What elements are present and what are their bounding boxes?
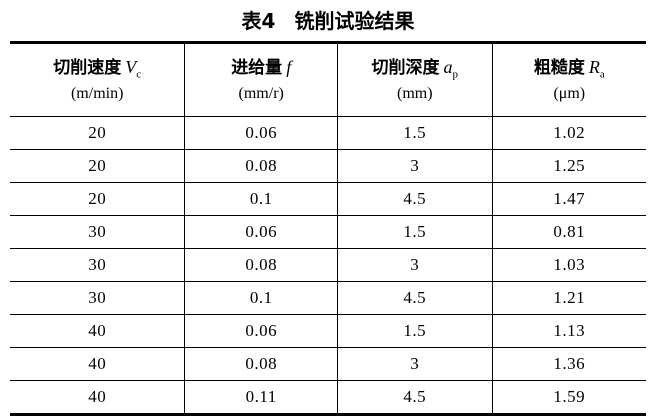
table-cell: 0.1: [184, 182, 339, 216]
header-row: 切削速度 Vc (m/min) 进给量 f (mm/r) 切削深度 ap (mm) 粗…: [10, 42, 646, 117]
table-cell: 1.03: [492, 248, 646, 282]
table-row: 20 0.1 4.5 1.47: [10, 182, 646, 216]
table-cell: 0.06: [184, 116, 339, 150]
table-cell: 1.13: [492, 314, 646, 348]
table-row: 40 0.06 1.5 1.13: [10, 314, 646, 348]
table-row: 20 0.06 1.5 1.02: [10, 116, 646, 150]
table-cell: 0.08: [184, 347, 339, 381]
table-row: 40 0.11 4.5 1.59: [10, 380, 646, 415]
table-cell: 40: [10, 380, 186, 415]
column-header-cutting-depth: 切削深度 ap (mm): [337, 42, 493, 117]
table-cell: 4.5: [337, 182, 493, 216]
table-cell: 3: [337, 149, 493, 183]
table-cell: 0.1: [184, 281, 339, 315]
table-row: 30 0.08 3 1.03: [10, 248, 646, 282]
table-cell: 0.11: [184, 380, 339, 415]
table-row: 30 0.06 1.5 0.81: [10, 215, 646, 249]
header-unit: (m/min): [70, 85, 124, 102]
header-label: 粗糙度 Ra: [533, 57, 605, 81]
column-header-cutting-speed: 切削速度 Vc (m/min): [10, 42, 186, 117]
table-cell: 0.06: [184, 215, 339, 249]
table-cell: 1.36: [492, 347, 646, 381]
table-row: 20 0.08 3 1.25: [10, 149, 646, 183]
table-cell: 1.02: [492, 116, 646, 150]
table-cell: 1.47: [492, 182, 646, 216]
milling-results-table: 切削速度 Vc (m/min) 进给量 f (mm/r) 切削深度 ap (mm) 粗…: [10, 41, 646, 416]
table-cell: 40: [10, 347, 186, 381]
table-cell: 0.06: [184, 314, 339, 348]
table-cell: 1.25: [492, 149, 646, 183]
table-cell: 20: [10, 116, 186, 150]
table-row: 30 0.1 4.5 1.21: [10, 281, 646, 315]
table-cell: 0.08: [184, 149, 339, 183]
table-cell: 1.5: [337, 116, 493, 150]
header-unit: (μm): [553, 85, 586, 102]
table-cell: 30: [10, 215, 186, 249]
header-label: 切削速度 Vc: [53, 57, 142, 81]
table-cell: 3: [337, 248, 493, 282]
table-cell: 4.5: [337, 281, 493, 315]
header-label: 切削深度 ap: [371, 57, 459, 81]
table-cell: 0.08: [184, 248, 339, 282]
table-row: 40 0.08 3 1.36: [10, 347, 646, 381]
page-title: 表4 铣削试验结果: [0, 7, 656, 35]
header-unit: (mm/r): [238, 85, 284, 102]
table-cell: 1.5: [337, 314, 493, 348]
header-unit: (mm): [397, 85, 433, 102]
table-cell: 1.59: [553, 387, 586, 406]
table-cell: 3: [337, 347, 493, 381]
table-cell: 30: [10, 248, 186, 282]
table-header: 切削速度 Vc (m/min) 进给量 f (mm/r) 切削深度 ap (mm) 粗…: [10, 42, 646, 117]
table-cell: 40: [10, 314, 186, 348]
table-body: 20 0.06 1.5 1.02 20 0.08 3 1.25 20 0.1 4.5 1.47 30 0.…: [10, 116, 646, 415]
table-cell: 30: [10, 281, 186, 315]
table-number-label: 表4: [241, 9, 276, 33]
column-header-roughness: 粗糙度 Ra (μm): [492, 42, 646, 117]
column-header-feed-rate: 进给量 f (mm/r): [184, 42, 339, 117]
table-cell: 0.81: [492, 215, 646, 249]
table-cell: 1.21: [492, 281, 646, 315]
header-label: 进给量 f: [231, 57, 292, 78]
table-cell: 4.5: [337, 380, 493, 415]
table-cell: 20: [10, 182, 186, 216]
table-cell: 1.5: [337, 215, 493, 249]
table-cell: 20: [10, 149, 186, 183]
table-title-text: 铣削试验结果: [294, 9, 415, 33]
